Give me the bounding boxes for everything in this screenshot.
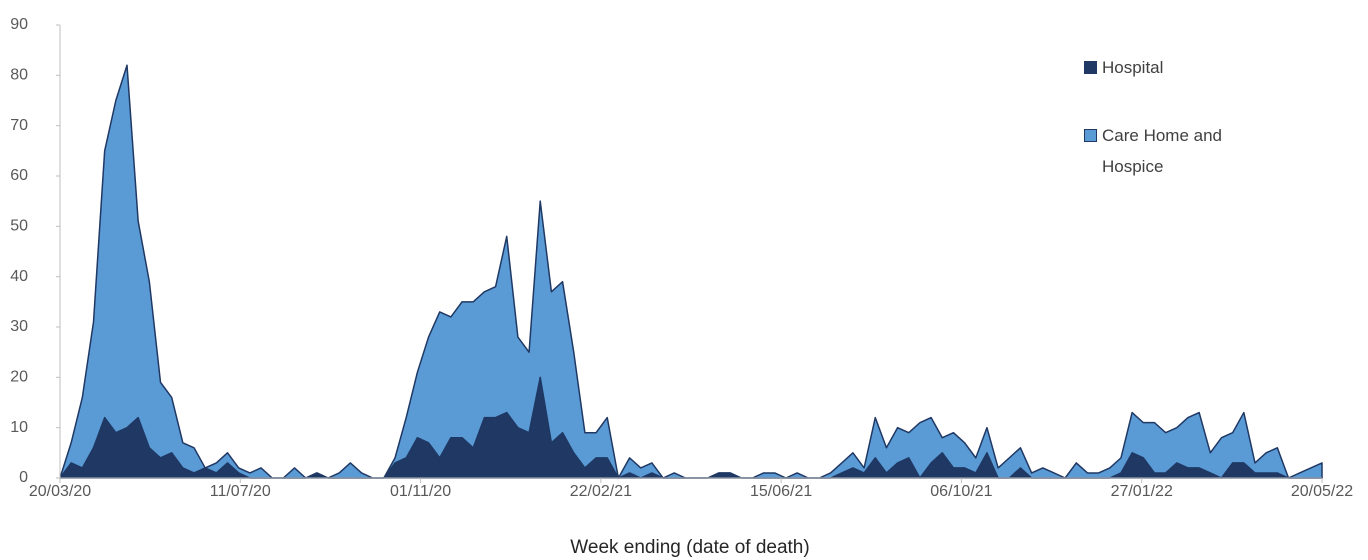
y-tick-label: 0 — [19, 469, 28, 486]
y-tick-label: 20 — [10, 369, 28, 386]
legend-swatch — [1084, 61, 1097, 74]
y-tick-label: 10 — [10, 419, 28, 436]
x-tick-label: 22/02/21 — [570, 483, 632, 500]
y-tick-label: 80 — [10, 67, 28, 84]
y-tick-label: 70 — [10, 117, 28, 134]
y-tick-label: 90 — [10, 16, 28, 33]
x-tick-label: 15/06/21 — [750, 483, 812, 500]
x-tick-label: 01/11/20 — [390, 483, 451, 500]
legend-label: Hospital — [1102, 58, 1164, 77]
legend-swatch — [1084, 129, 1097, 142]
x-tick-label: 06/10/21 — [930, 483, 992, 500]
legend-label: Care Home and Hospice — [1102, 126, 1223, 176]
y-tick-label: 60 — [10, 167, 28, 184]
y-tick-label: 30 — [10, 318, 28, 335]
y-tick-label: 50 — [10, 218, 28, 235]
area — [59, 64, 1323, 479]
legend-item: Care Home and Hospice — [1084, 120, 1274, 182]
x-tick-label: 20/05/22 — [1291, 483, 1353, 500]
x-tick-label: 27/01/22 — [1111, 483, 1173, 500]
legend-item: Hospital — [1084, 52, 1274, 83]
x-tick-label: 20/03/20 — [29, 483, 91, 500]
x-axis-label: Week ending (date of death) — [570, 537, 809, 558]
y-tick-label: 40 — [10, 268, 28, 285]
x-tick-label: 11/07/20 — [210, 483, 271, 500]
